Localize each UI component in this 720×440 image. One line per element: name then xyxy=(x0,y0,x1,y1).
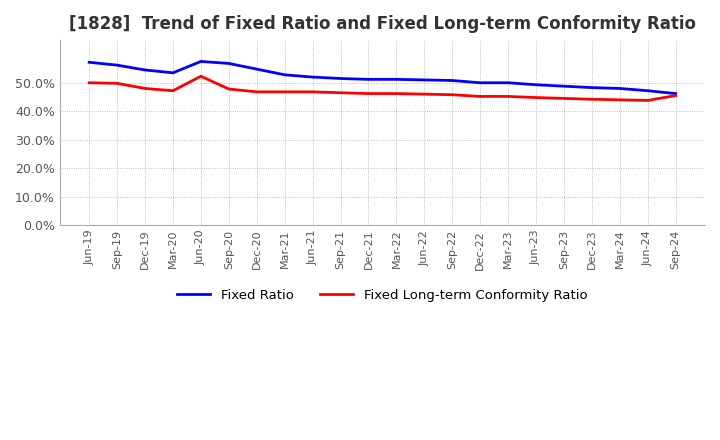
Fixed Ratio xyxy=(140,67,149,73)
Fixed Long-term Conformity Ratio xyxy=(671,93,680,98)
Fixed Ratio xyxy=(85,60,94,65)
Fixed Ratio xyxy=(671,91,680,96)
Fixed Long-term Conformity Ratio xyxy=(364,91,373,96)
Fixed Ratio xyxy=(308,74,317,80)
Fixed Long-term Conformity Ratio xyxy=(420,92,428,97)
Fixed Long-term Conformity Ratio xyxy=(225,86,233,92)
Fixed Long-term Conformity Ratio xyxy=(336,90,345,95)
Fixed Long-term Conformity Ratio xyxy=(113,81,122,86)
Fixed Long-term Conformity Ratio xyxy=(253,89,261,95)
Fixed Long-term Conformity Ratio xyxy=(616,97,624,103)
Fixed Long-term Conformity Ratio xyxy=(308,89,317,95)
Fixed Ratio xyxy=(253,66,261,72)
Fixed Ratio xyxy=(644,88,652,93)
Fixed Long-term Conformity Ratio xyxy=(559,96,568,101)
Fixed Ratio xyxy=(392,77,401,82)
Fixed Long-term Conformity Ratio xyxy=(448,92,456,97)
Fixed Ratio xyxy=(280,72,289,77)
Fixed Long-term Conformity Ratio xyxy=(644,98,652,103)
Fixed Long-term Conformity Ratio xyxy=(197,73,205,79)
Fixed Long-term Conformity Ratio xyxy=(531,95,540,100)
Fixed Ratio xyxy=(364,77,373,82)
Fixed Ratio xyxy=(448,78,456,83)
Fixed Ratio xyxy=(197,59,205,64)
Fixed Long-term Conformity Ratio xyxy=(504,94,513,99)
Fixed Long-term Conformity Ratio xyxy=(280,89,289,95)
Fixed Ratio xyxy=(531,82,540,88)
Fixed Ratio xyxy=(504,80,513,85)
Fixed Ratio xyxy=(559,84,568,89)
Line: Fixed Long-term Conformity Ratio: Fixed Long-term Conformity Ratio xyxy=(89,76,675,100)
Fixed Ratio xyxy=(225,61,233,66)
Title: [1828]  Trend of Fixed Ratio and Fixed Long-term Conformity Ratio: [1828] Trend of Fixed Ratio and Fixed Lo… xyxy=(69,15,696,33)
Fixed Long-term Conformity Ratio xyxy=(85,80,94,85)
Fixed Ratio xyxy=(420,77,428,83)
Fixed Long-term Conformity Ratio xyxy=(140,86,149,91)
Fixed Ratio xyxy=(588,85,596,90)
Fixed Long-term Conformity Ratio xyxy=(588,97,596,102)
Fixed Long-term Conformity Ratio xyxy=(168,88,177,93)
Fixed Long-term Conformity Ratio xyxy=(392,91,401,96)
Legend: Fixed Ratio, Fixed Long-term Conformity Ratio: Fixed Ratio, Fixed Long-term Conformity … xyxy=(172,283,593,307)
Fixed Ratio xyxy=(336,76,345,81)
Line: Fixed Ratio: Fixed Ratio xyxy=(89,62,675,94)
Fixed Ratio xyxy=(616,86,624,91)
Fixed Ratio xyxy=(168,70,177,75)
Fixed Long-term Conformity Ratio xyxy=(476,94,485,99)
Fixed Ratio xyxy=(476,80,485,85)
Fixed Ratio xyxy=(113,62,122,68)
